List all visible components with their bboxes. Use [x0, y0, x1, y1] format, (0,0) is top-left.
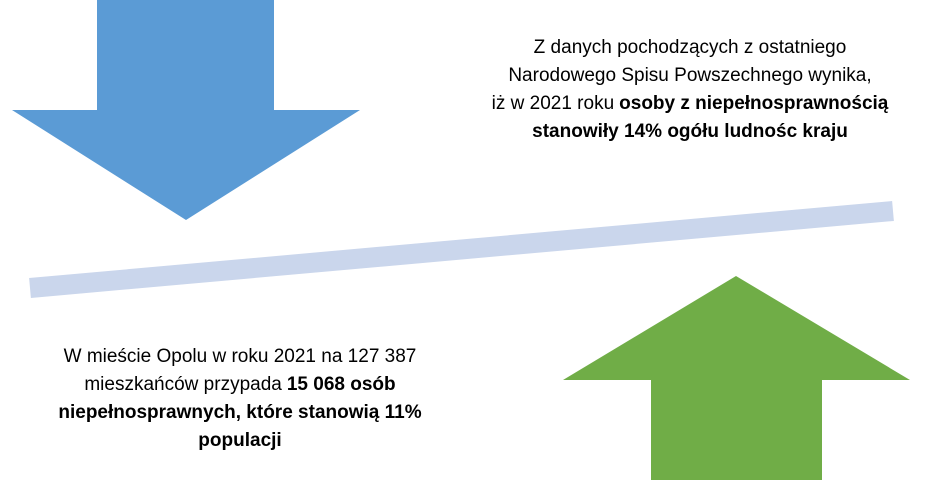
text-line: niepełnosprawnych, które stanowią 11%: [58, 402, 421, 423]
up-arrow: [563, 276, 910, 480]
bold-text: stanowiły 14% ogółu ludnośc kraju: [532, 121, 848, 142]
top-text: Z danych pochodzących z ostatniego Narodo…: [492, 37, 889, 142]
text-line: mieszkańców przypada 15 068 osób: [84, 374, 395, 395]
text: W mieście Opolu w roku 2021 na 127 387: [64, 346, 417, 367]
text-line: Narodowego Spisu Powszechnego wynika,: [508, 65, 871, 86]
bottom-text: W mieście Opolu w roku 2021 na 127 387 mi…: [58, 346, 421, 451]
text-line: populacji: [198, 430, 281, 451]
bold-text: niepełnosprawnych, które stanowią 11%: [58, 402, 421, 423]
bold-text: 15 068 osób: [287, 374, 396, 395]
text: Narodowego Spisu Powszechnego wynika,: [508, 65, 871, 86]
text: mieszkańców przypada: [84, 374, 282, 395]
divider-band: [29, 201, 894, 298]
down-arrow: [12, 0, 360, 220]
text-line: W mieście Opolu w roku 2021 na 127 387: [64, 346, 417, 367]
text-line: iż w 2021 roku osoby z niepełnosprawności…: [492, 93, 889, 114]
text-line: Z danych pochodzących z ostatniego: [534, 37, 847, 58]
text: iż w 2021 roku: [492, 93, 615, 114]
text-line: stanowiły 14% ogółu ludnośc kraju: [532, 121, 848, 142]
bold-text: osoby z niepełnosprawnością: [619, 93, 889, 114]
text: Z danych pochodzących z ostatniego: [534, 37, 847, 58]
bold-text: populacji: [198, 430, 281, 451]
